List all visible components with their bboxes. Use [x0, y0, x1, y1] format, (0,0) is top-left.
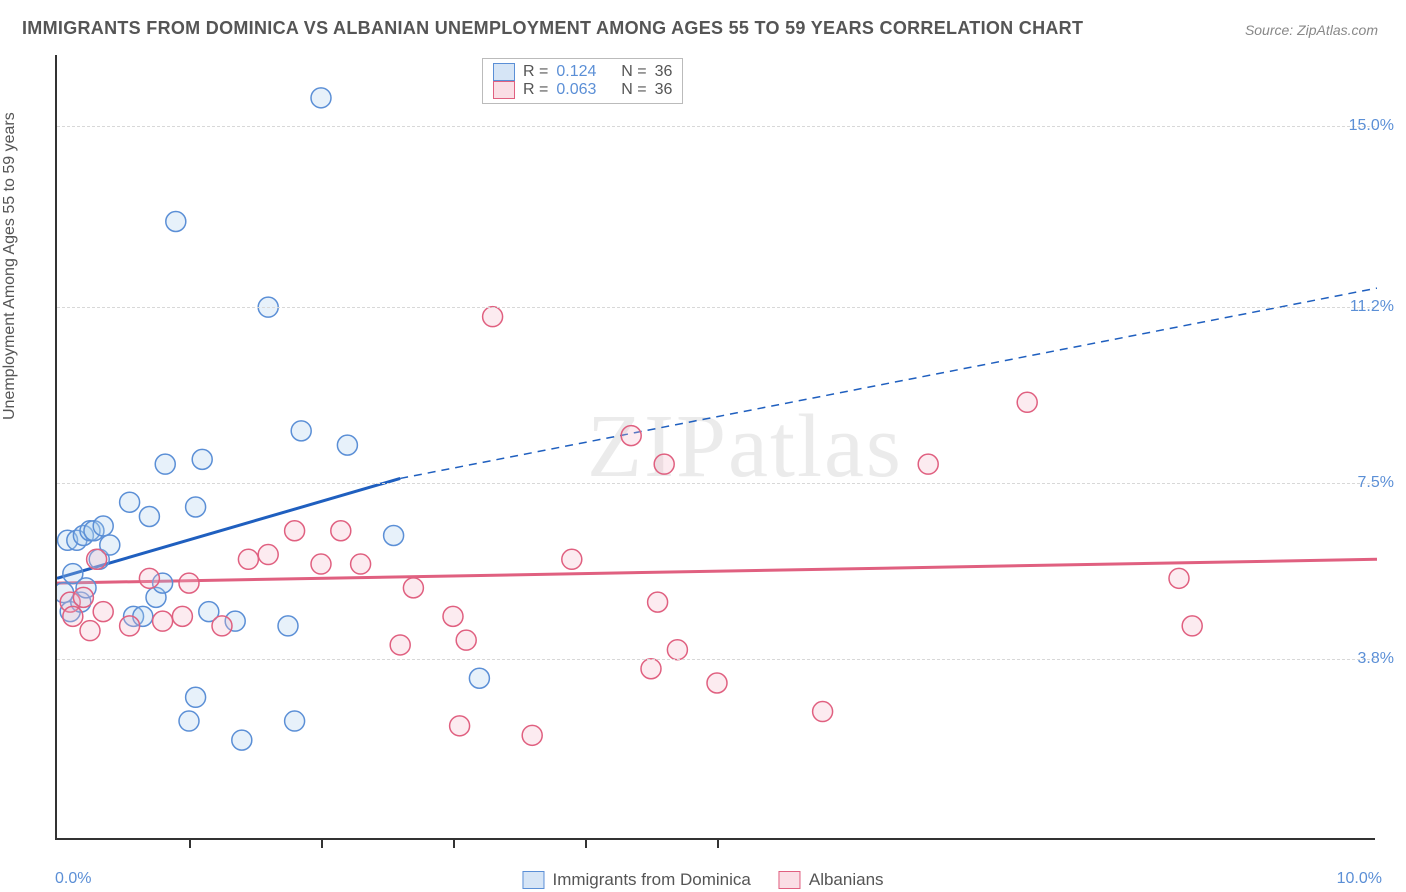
scatter-point: [63, 606, 83, 626]
n-label: N =: [621, 81, 646, 99]
scatter-point: [139, 506, 159, 526]
n-label: N =: [621, 63, 646, 81]
r-label: R =: [523, 81, 548, 99]
scatter-point: [166, 212, 186, 232]
scatter-point: [813, 702, 833, 722]
swatch-pink-icon: [493, 81, 515, 99]
scatter-point: [212, 616, 232, 636]
scatter-point: [258, 545, 278, 565]
scatter-point: [238, 549, 258, 569]
scatter-point: [707, 673, 727, 693]
scatter-point: [337, 435, 357, 455]
x-axis-tick: [585, 838, 587, 848]
x-axis-tick: [453, 838, 455, 848]
r-value: 0.063: [556, 81, 596, 99]
scatter-point: [93, 516, 113, 536]
scatter-point: [456, 630, 476, 650]
scatter-point: [186, 497, 206, 517]
scatter-point: [278, 616, 298, 636]
scatter-point: [648, 592, 668, 612]
scatter-point: [311, 88, 331, 108]
swatch-pink-icon: [779, 871, 801, 889]
scatter-point: [291, 421, 311, 441]
scatter-point: [351, 554, 371, 574]
scatter-point: [331, 521, 351, 541]
scatter-point: [139, 568, 159, 588]
scatter-point: [562, 549, 582, 569]
scatter-point: [654, 454, 674, 474]
legend-series: Immigrants from Dominica Albanians: [522, 870, 883, 890]
source-attribution: Source: ZipAtlas.com: [1245, 22, 1378, 38]
scatter-point: [1182, 616, 1202, 636]
scatter-svg: [57, 55, 1377, 840]
y-axis-tick-label: 7.5%: [1358, 474, 1394, 492]
scatter-point: [522, 725, 542, 745]
scatter-point: [443, 606, 463, 626]
legend-stats-row: R = 0.124 N = 36: [493, 63, 672, 81]
r-label: R =: [523, 63, 548, 81]
scatter-point: [285, 711, 305, 731]
scatter-point: [641, 659, 661, 679]
scatter-point: [186, 687, 206, 707]
chart-title: IMMIGRANTS FROM DOMINICA VS ALBANIAN UNE…: [22, 18, 1083, 39]
scatter-point: [384, 526, 404, 546]
y-axis-label: Unemployment Among Ages 55 to 59 years: [1, 112, 19, 420]
scatter-point: [450, 716, 470, 736]
scatter-point: [918, 454, 938, 474]
trend-line: [400, 288, 1377, 478]
swatch-blue-icon: [522, 871, 544, 889]
scatter-point: [232, 730, 252, 750]
plot-area: ZIPatlas R = 0.124 N = 36 R = 0.063 N = …: [55, 55, 1375, 840]
scatter-point: [469, 668, 489, 688]
scatter-point: [403, 578, 423, 598]
legend-label: Albanians: [809, 870, 884, 890]
scatter-point: [73, 587, 93, 607]
scatter-point: [179, 573, 199, 593]
gridline: [57, 126, 1375, 127]
scatter-point: [285, 521, 305, 541]
scatter-point: [155, 454, 175, 474]
x-axis-tick-max: 10.0%: [1337, 870, 1382, 888]
x-axis-tick: [321, 838, 323, 848]
y-axis-tick-label: 11.2%: [1350, 298, 1394, 316]
scatter-point: [621, 426, 641, 446]
scatter-point: [172, 606, 192, 626]
scatter-point: [1017, 392, 1037, 412]
gridline: [57, 483, 1375, 484]
swatch-blue-icon: [493, 63, 515, 81]
x-axis-tick-min: 0.0%: [55, 870, 91, 888]
y-axis-tick-label: 3.8%: [1358, 650, 1394, 668]
n-value: 36: [655, 63, 673, 81]
scatter-point: [667, 640, 687, 660]
legend-item: Albanians: [779, 870, 884, 890]
gridline: [57, 307, 1375, 308]
x-axis-tick: [189, 838, 191, 848]
scatter-point: [390, 635, 410, 655]
scatter-point: [1169, 568, 1189, 588]
scatter-point: [179, 711, 199, 731]
gridline: [57, 659, 1375, 660]
scatter-point: [93, 602, 113, 622]
n-value: 36: [655, 81, 673, 99]
scatter-point: [120, 492, 140, 512]
legend-stats-row: R = 0.063 N = 36: [493, 81, 672, 99]
x-axis-tick: [717, 838, 719, 848]
scatter-point: [192, 449, 212, 469]
scatter-point: [80, 621, 100, 641]
legend-stats: R = 0.124 N = 36 R = 0.063 N = 36: [482, 58, 683, 104]
legend-item: Immigrants from Dominica: [522, 870, 750, 890]
scatter-point: [120, 616, 140, 636]
scatter-point: [87, 549, 107, 569]
r-value: 0.124: [556, 63, 596, 81]
y-axis-tick-label: 15.0%: [1349, 117, 1394, 135]
legend-label: Immigrants from Dominica: [552, 870, 750, 890]
scatter-point: [153, 611, 173, 631]
scatter-point: [483, 307, 503, 327]
scatter-point: [311, 554, 331, 574]
